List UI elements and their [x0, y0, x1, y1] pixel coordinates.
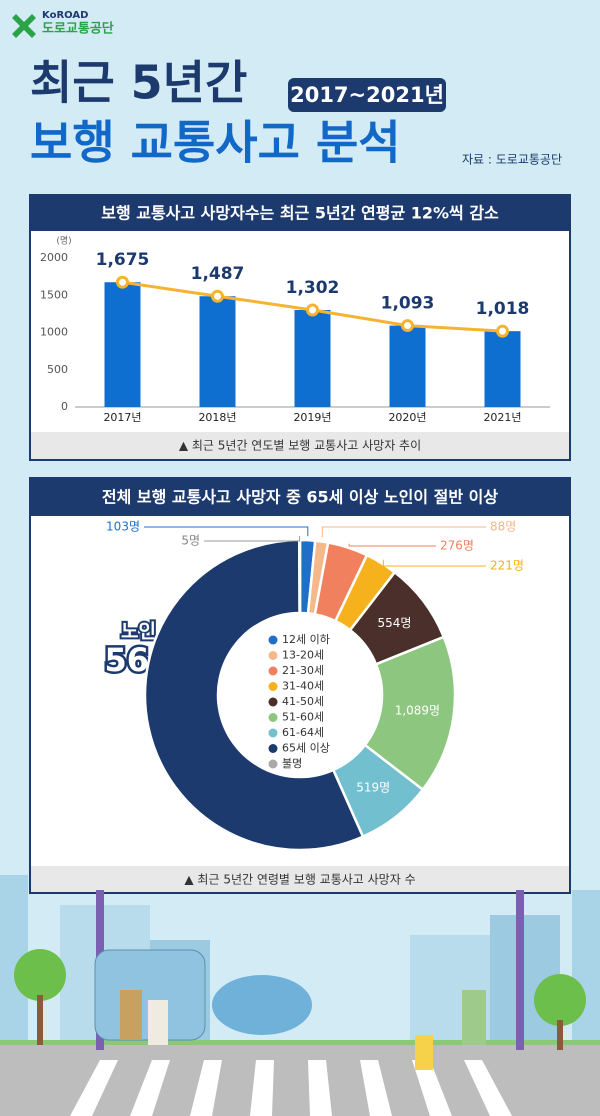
- trend-point: [401, 319, 414, 333]
- pole: [516, 890, 524, 1050]
- panel-header: [30, 478, 570, 516]
- y-axis-label: (명): [56, 236, 71, 247]
- x-tick-label: 2019년: [293, 411, 331, 424]
- bar: [389, 325, 426, 407]
- value-label: 103명: [106, 520, 140, 534]
- bar: [294, 310, 331, 407]
- caption-bg: [31, 432, 569, 459]
- value-label: 276명: [440, 539, 474, 553]
- legend-swatch: [268, 728, 278, 738]
- value-label: 3,720명: [160, 683, 209, 698]
- source: 자료 : 도로교통공단: [462, 153, 562, 167]
- logo: KoROAD 도로교통공단: [12, 10, 114, 38]
- value-label: 1,093: [381, 294, 435, 314]
- x-tick-label: 2017년: [103, 411, 141, 424]
- value-label: 1,018: [476, 299, 530, 319]
- panel-header: [30, 195, 570, 231]
- legend-label: 41-50세: [282, 695, 324, 708]
- tree-trunk: [557, 1020, 563, 1050]
- legend-swatch: [268, 744, 278, 753]
- value-label: 221명: [490, 559, 524, 573]
- value-label: 1,675: [96, 250, 150, 270]
- value-label: 1,302: [286, 278, 340, 298]
- y-tick-label: 500: [47, 363, 68, 376]
- legend-swatch: [268, 635, 278, 645]
- org-name: 도로교통공단: [42, 21, 114, 37]
- chart-title: 보행 교통사고 사망자수는 최근 5년간 연평균 12%씩 감소: [101, 204, 499, 223]
- value-label: 1,089명: [395, 704, 440, 718]
- value-label: 1,487: [191, 264, 245, 284]
- badge: 2017~2021년: [290, 83, 444, 107]
- bar: [199, 296, 236, 407]
- legend-swatch: [268, 713, 278, 722]
- leader-line: [144, 526, 309, 537]
- logo-text: KoROAD: [42, 10, 88, 21]
- caption-bg: [31, 866, 569, 892]
- chart-title: 전체 보행 교통사고 사망자 중 65세 이상 노인이 절반 이상: [102, 488, 499, 507]
- value-label: 5명: [181, 534, 200, 548]
- caption: ▲ 최근 5년간 연도별 보행 교통사고 사망자 추이: [179, 438, 421, 453]
- badge-bg: [288, 78, 446, 112]
- legend-label: 51-60세: [282, 711, 324, 724]
- tree-trunk: [37, 995, 43, 1045]
- legend-label: 21-30세: [282, 664, 324, 677]
- trend-point: [496, 324, 509, 338]
- person: [415, 1035, 433, 1070]
- trend-point: [116, 275, 129, 289]
- leader-line: [204, 536, 301, 542]
- legend-label: 13-20세: [282, 649, 324, 662]
- value-label: 554명: [377, 616, 411, 630]
- legend-swatch: [268, 666, 278, 676]
- car: [212, 975, 312, 1035]
- trend-point: [306, 303, 319, 317]
- person: [148, 1000, 168, 1045]
- donut-slice: [143, 538, 365, 852]
- legend-swatch: [268, 651, 278, 660]
- value-label: 88명: [490, 520, 516, 534]
- x-tick-label: 2020년: [388, 411, 426, 424]
- legend-label: 12세 이하: [282, 632, 330, 646]
- legend-label: 31-40세: [282, 680, 324, 693]
- legend-swatch: [268, 682, 278, 691]
- person: [120, 990, 142, 1040]
- leader-line: [382, 559, 486, 567]
- leader-line: [348, 543, 436, 547]
- y-tick-label: 1500: [40, 288, 68, 301]
- y-tick-label: 1000: [40, 326, 68, 339]
- legend-label: 불명: [282, 757, 302, 770]
- title-line2: 보행 교통사고 분석: [30, 116, 401, 170]
- legend-label: 65세 이상: [282, 742, 330, 755]
- crosswalk: [70, 1060, 512, 1116]
- y-tick-label: 2000: [40, 251, 68, 264]
- street-scene: [0, 875, 600, 1116]
- x-tick-label: 2018년: [198, 411, 236, 424]
- legend-swatch: [268, 759, 278, 769]
- logo-icon: [12, 14, 36, 38]
- legend-label: 61-64세: [282, 726, 324, 739]
- donut-slice: [298, 538, 302, 615]
- leader-line: [321, 526, 486, 538]
- bar: [484, 331, 521, 407]
- bar: [104, 282, 141, 407]
- title-line1: 최근 5년간: [30, 56, 247, 110]
- tree: [534, 974, 586, 1026]
- person: [462, 990, 486, 1045]
- x-tick-label: 2021년: [483, 411, 521, 424]
- trend-point: [211, 289, 224, 303]
- caption: ▲ 최근 5년간 연령별 보행 교통사고 사망자 수: [184, 872, 415, 887]
- legend-swatch: [268, 697, 278, 707]
- value-label: 519명: [356, 781, 390, 795]
- y-tick-label: 0: [61, 400, 68, 413]
- tree: [14, 949, 66, 1001]
